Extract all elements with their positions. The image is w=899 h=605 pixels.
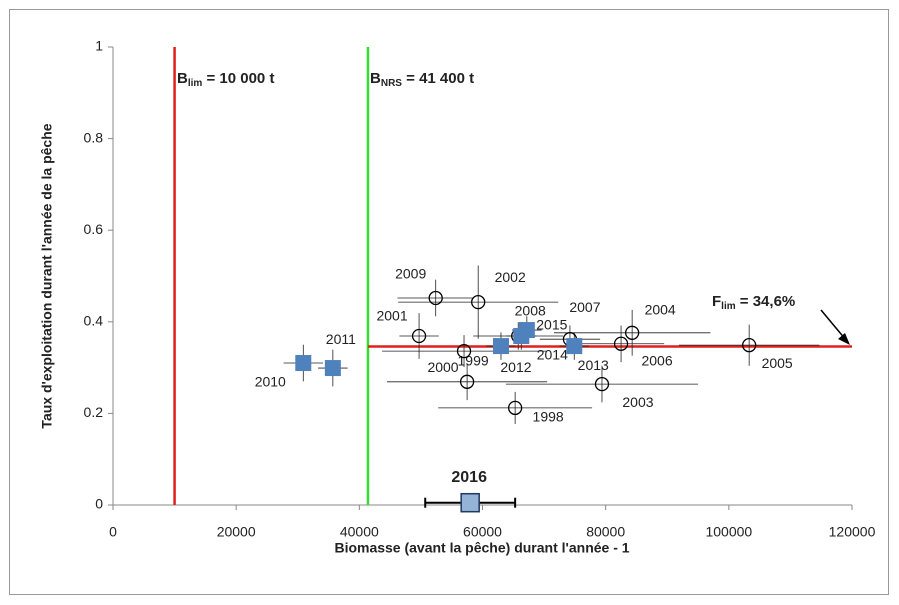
- reference-label: Blim = 10 000 t: [177, 70, 274, 89]
- point-label: 2010: [255, 374, 286, 390]
- point-label: 2015: [536, 317, 567, 333]
- label-symbol: B: [370, 70, 381, 87]
- point-label: 2007: [569, 299, 600, 315]
- label-text: = 41 400 t: [402, 70, 474, 87]
- point-label: 2012: [500, 359, 531, 375]
- annotation-arrow: [820, 309, 847, 341]
- point: [295, 355, 312, 372]
- point-label: 1998: [533, 409, 564, 425]
- point-label: 2016: [451, 469, 487, 486]
- point: [594, 376, 610, 392]
- point: [411, 328, 427, 344]
- point-label: 2002: [495, 269, 526, 285]
- point: [518, 322, 535, 339]
- point-label: 2004: [645, 301, 676, 317]
- y-tick-label: 0.4: [84, 313, 104, 329]
- arrow-head: [838, 333, 850, 345]
- x-tick-label: 0: [109, 524, 117, 540]
- label-subscript: lim: [721, 301, 736, 312]
- label-subscript: NRS: [381, 78, 402, 89]
- point-label: 2008: [515, 303, 546, 319]
- label-subscript: lim: [188, 78, 203, 89]
- point: [428, 290, 443, 306]
- reference-label: Flim = 34,6%: [712, 293, 795, 312]
- point-label: 2009: [395, 266, 426, 282]
- point-label: 2000: [427, 359, 458, 375]
- y-axis-title: Taux d'exploitation durant l'année de la…: [39, 123, 55, 428]
- point: [460, 492, 480, 513]
- point: [624, 325, 640, 340]
- label-text: = 34,6%: [736, 293, 796, 310]
- y-tick-label: 0: [95, 496, 103, 512]
- label-symbol: B: [177, 70, 188, 87]
- point: [742, 338, 757, 353]
- point-label: 2005: [762, 355, 793, 371]
- point: [566, 338, 583, 355]
- point-label: 2014: [537, 347, 568, 363]
- x-tick-label: 40000: [340, 524, 379, 540]
- point-label: 2013: [578, 357, 609, 373]
- label-symbol: F: [712, 293, 721, 310]
- x-tick-label: 60000: [463, 524, 502, 540]
- point: [456, 343, 472, 359]
- x-tick-label: 100000: [705, 524, 752, 540]
- x-tick-label: 120000: [829, 524, 876, 540]
- point-label: 2003: [622, 394, 653, 410]
- label-text: = 10 000 t: [202, 70, 274, 87]
- point: [471, 294, 486, 310]
- point-label: 2001: [376, 308, 407, 324]
- y-tick-label: 0.2: [84, 404, 104, 420]
- point: [507, 400, 523, 416]
- point-label: 1999: [458, 353, 489, 369]
- point: [324, 360, 341, 377]
- point-label: 2011: [326, 331, 356, 347]
- point: [613, 336, 629, 351]
- point: [492, 338, 509, 355]
- point: [459, 374, 475, 389]
- y-tick-label: 0.8: [84, 129, 104, 145]
- x-tick-label: 80000: [586, 524, 625, 540]
- y-tick-label: 1: [95, 38, 103, 54]
- x-axis-title: Biomasse (avant la pêche) durant l'année…: [334, 540, 629, 556]
- x-tick-label: 20000: [217, 524, 256, 540]
- reference-label: BNRS = 41 400 t: [370, 70, 474, 89]
- y-tick-label: 0.6: [84, 221, 104, 237]
- point-label: 2006: [641, 352, 672, 368]
